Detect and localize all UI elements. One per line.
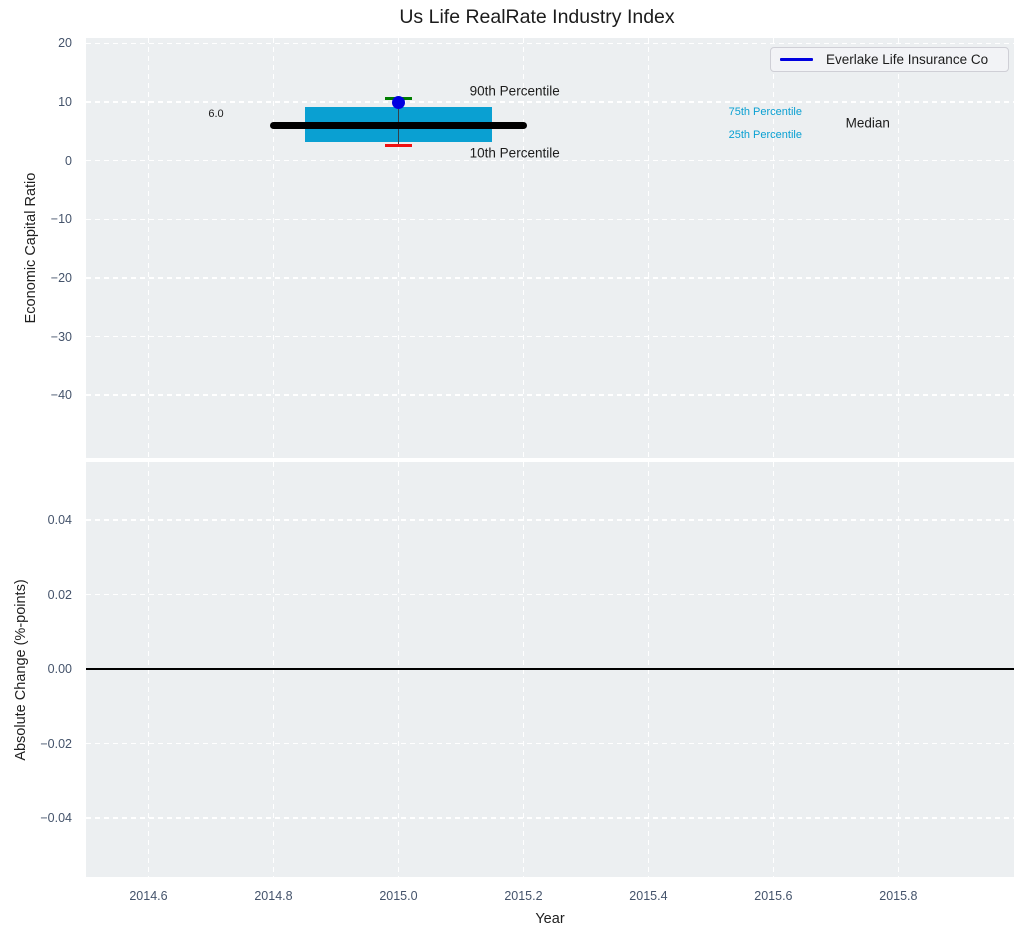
y-tick-label: −20 <box>50 270 72 285</box>
gridline-horizontal <box>86 101 1014 103</box>
y-tick-label: 0 <box>65 153 72 168</box>
gridline-vertical <box>272 38 275 458</box>
gridline-horizontal <box>86 159 1014 162</box>
median-line <box>270 121 527 129</box>
x-axis-label: Year <box>535 911 565 927</box>
legend: Everlake Life Insurance Co <box>770 47 1009 72</box>
cap-10th-percentile <box>385 144 412 148</box>
x-tick-label: 2015.0 <box>379 889 418 903</box>
gridline-horizontal <box>86 218 1014 220</box>
gridline-horizontal <box>86 593 1014 596</box>
gridline-horizontal <box>86 742 1014 745</box>
gridline-horizontal <box>86 277 1014 279</box>
annotation: 10th Percentile <box>469 145 560 161</box>
gridline-vertical <box>772 38 775 458</box>
y-tick-label: 0.00 <box>47 662 72 677</box>
y-tick-label: −0.02 <box>40 736 72 751</box>
gridline-horizontal <box>86 335 1014 338</box>
gridline-horizontal <box>86 394 1014 396</box>
gridline-vertical <box>647 38 650 458</box>
gridline-vertical <box>522 38 525 458</box>
top-axes: 6.0 90th Percentile 10th Percentile 75th Pe… <box>86 38 1014 458</box>
annotation: 6.0 <box>208 108 224 121</box>
y-tick-label: 0.04 <box>47 513 72 528</box>
x-tick-label: 2014.8 <box>254 889 293 903</box>
gridline-vertical <box>147 38 150 458</box>
gridline-horizontal <box>86 42 1014 45</box>
x-tick-label: 2015.6 <box>754 889 793 903</box>
chart-title: Us Life RealRate Industry Index <box>399 6 675 28</box>
y-tick-label: −0.04 <box>40 811 72 826</box>
annotation: 90th Percentile <box>469 83 560 99</box>
y-tick-label: 20 <box>58 36 72 51</box>
gridline-horizontal <box>86 817 1014 819</box>
y-tick-label: −40 <box>50 388 72 403</box>
x-tick-label: 2015.2 <box>504 889 543 903</box>
x-tick-label: 2015.8 <box>879 889 918 903</box>
zero-line <box>86 668 1014 671</box>
gridline-horizontal <box>86 519 1014 521</box>
annotation: 25th Percentile <box>728 128 802 141</box>
gridline-vertical <box>397 38 400 458</box>
y-tick-label: 0.02 <box>47 587 72 602</box>
y-tick-label: −30 <box>50 329 72 344</box>
legend-line-swatch <box>780 58 813 61</box>
bottom-axes <box>86 462 1014 877</box>
company-dot <box>391 96 405 110</box>
legend-label: Everlake Life Insurance Co <box>826 52 989 67</box>
gridline-vertical <box>897 38 900 458</box>
annotation: Median <box>845 115 890 131</box>
top-y-axis-label: Economic Capital Ratio <box>23 172 39 324</box>
y-tick-label: 10 <box>58 94 72 109</box>
annotation: 75th Percentile <box>728 105 802 118</box>
x-tick-label: 2015.4 <box>629 889 668 903</box>
y-tick-label: −10 <box>50 212 72 227</box>
x-tick-label: 2014.6 <box>129 889 168 903</box>
